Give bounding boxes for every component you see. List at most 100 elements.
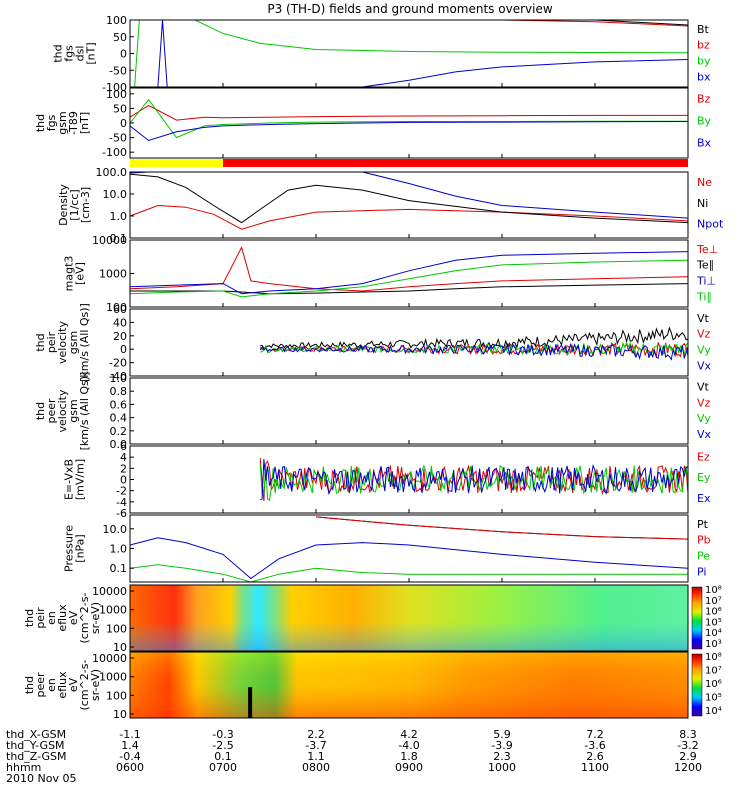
y-axis-label: peer xyxy=(34,672,47,698)
panel-temperature: 10000 1000 100 magt3[eV] Te⊥ Te∥ Ti⊥ Ti∥ xyxy=(63,234,719,314)
x-axis-value: -3.7 xyxy=(305,739,326,752)
x-axis-row-label: thd_Y-GSM xyxy=(6,739,65,752)
y-tick-label: -40 xyxy=(109,370,127,383)
y-tick-label: 0.1 xyxy=(110,232,128,245)
colorbar xyxy=(691,653,703,717)
y-tick-label: -100 xyxy=(102,81,127,94)
legend-entry: Pb xyxy=(697,534,711,547)
panel-peer_spectrogram: 10⁸ 10⁷ 10⁶ 10⁵ 10⁴ 10000 1000 100 10 thdpeerenef… xyxy=(23,651,722,721)
y-axis-label: [km/s (All Qs)] xyxy=(78,372,91,451)
panel-peir_spectrogram: 10⁸10⁷10⁶10⁵10⁴10³10000100010010thdpeire… xyxy=(23,584,722,654)
spectrogram-gap xyxy=(248,687,253,718)
y-axis-label: eflux xyxy=(56,671,69,699)
legend-entry: Ey xyxy=(697,471,711,484)
x-axis-value: 2.2 xyxy=(307,728,325,741)
y-axis-label: peer xyxy=(45,398,58,424)
series-line-Ti⊥ xyxy=(129,251,689,295)
y-tick-label: 40 xyxy=(113,316,127,329)
x-axis-value: 2.3 xyxy=(493,750,511,763)
y-tick-label: 10.0 xyxy=(103,188,128,201)
x-axis-value: -0.4 xyxy=(119,750,140,763)
y-tick-label: 0.4 xyxy=(110,412,128,425)
x-axis-value: 8.3 xyxy=(679,728,697,741)
mode-bar-segment xyxy=(130,159,223,167)
x-axis-value: 0800 xyxy=(302,761,330,774)
legend-entry: Bt xyxy=(697,23,710,36)
y-axis-label: thd xyxy=(34,402,47,420)
legend-entry: Vx xyxy=(697,360,712,373)
y-axis-label: peir xyxy=(45,331,58,353)
y-axis-label: Pressure xyxy=(63,525,76,572)
legend-entry: Pe xyxy=(697,550,710,563)
colorbar-tick-label: 10⁸ xyxy=(705,585,722,596)
legend-entry: Pi xyxy=(697,566,706,579)
series-line-Te∥ xyxy=(130,283,689,295)
y-tick-label: 1000 xyxy=(99,268,127,281)
colorbar-tick-label: 10³ xyxy=(705,639,722,650)
y-tick-label: 1.0 xyxy=(110,210,128,223)
y-axis-label: eV xyxy=(67,610,80,625)
y-tick-label: 0.6 xyxy=(110,398,128,411)
y-tick-label: -50 xyxy=(109,132,127,145)
y-axis-label: E=-VxB xyxy=(63,459,76,500)
y-tick-label: 10.0 xyxy=(103,523,128,536)
y-axis-label: sr-eV) xyxy=(89,602,102,634)
x-axis-value: -3.2 xyxy=(677,739,698,752)
x-axis-value: 1.8 xyxy=(400,750,418,763)
y-tick-label: 1000 xyxy=(99,671,127,684)
y-tick-label: 100.0 xyxy=(96,166,128,179)
y-tick-label: 1.0 xyxy=(110,372,128,385)
panel-pressure: 10.0 1.0 0.1 Pressure[nPa] Pt Pb Pe Pi xyxy=(63,514,711,583)
legend-entry: Pt xyxy=(697,518,709,531)
y-tick-label: 0 xyxy=(120,343,127,356)
y-axis-label: eV xyxy=(67,677,80,692)
y-axis-label: [nPa] xyxy=(74,534,87,562)
y-axis-label: thd xyxy=(34,114,47,132)
colorbar-tick-label: 10⁴ xyxy=(705,628,722,639)
panel-frame xyxy=(129,651,689,719)
y-axis-label: gsm xyxy=(67,331,80,354)
legend-entry: Vx xyxy=(697,428,712,441)
y-axis-label: gsm xyxy=(67,399,80,422)
x-axis-row-label: hhmm xyxy=(6,761,41,774)
y-tick-label: 100 xyxy=(106,622,127,635)
y-axis-label: peir xyxy=(34,607,47,629)
y-axis-label: [nT] xyxy=(85,42,98,64)
y-tick-label: 0.0 xyxy=(110,438,128,451)
y-tick-label: 50 xyxy=(113,102,127,115)
legend-entry: Te∥ xyxy=(696,259,714,272)
x-axis-value: 0700 xyxy=(209,761,237,774)
legend-entry: Vy xyxy=(697,412,711,425)
legend-entry: Bz xyxy=(697,93,711,106)
y-axis-label: (cm^2-s- xyxy=(78,593,91,644)
x-axis-value: 1.1 xyxy=(307,750,325,763)
y-axis-label: magt3 xyxy=(63,256,76,292)
y-tick-label: 0 xyxy=(120,117,127,130)
x-axis-row-label: thd_Z-GSM xyxy=(6,750,66,763)
y-axis-label: thd xyxy=(34,333,47,351)
y-tick-label: 100 xyxy=(106,88,127,101)
y-tick-label: -100 xyxy=(102,146,127,159)
y-tick-label: 1.0 xyxy=(110,543,128,556)
x-axis-row-label: thd_X-GSM xyxy=(6,728,66,741)
y-tick-label: 20 xyxy=(113,330,127,343)
x-axis-value: 0900 xyxy=(395,761,423,774)
series-line-By xyxy=(129,98,688,139)
legend-entry: Vy xyxy=(697,344,711,357)
panel-density: 100.0 10.0 1.0 0.1 Density[1/cc][cm-3] Ne Ni Np… xyxy=(57,166,724,245)
x-axis-value: -3.9 xyxy=(491,739,512,752)
series-line-by xyxy=(130,19,689,88)
y-tick-label: 10000 xyxy=(92,585,127,598)
y-axis-label: (cm^2-s- xyxy=(78,660,91,711)
x-axis-value: -2.5 xyxy=(212,739,233,752)
legend-entry: Vt xyxy=(697,312,710,325)
x-axis-value: 1200 xyxy=(674,761,702,774)
colorbar-tick-label: 10⁵ xyxy=(705,693,722,704)
x-axis-value: 2.6 xyxy=(586,750,604,763)
series-line-bx xyxy=(157,19,689,88)
y-tick-label: 0.8 xyxy=(110,385,128,398)
series-line-Pi xyxy=(129,537,689,580)
legend-entry: Ti⊥ xyxy=(696,275,716,288)
